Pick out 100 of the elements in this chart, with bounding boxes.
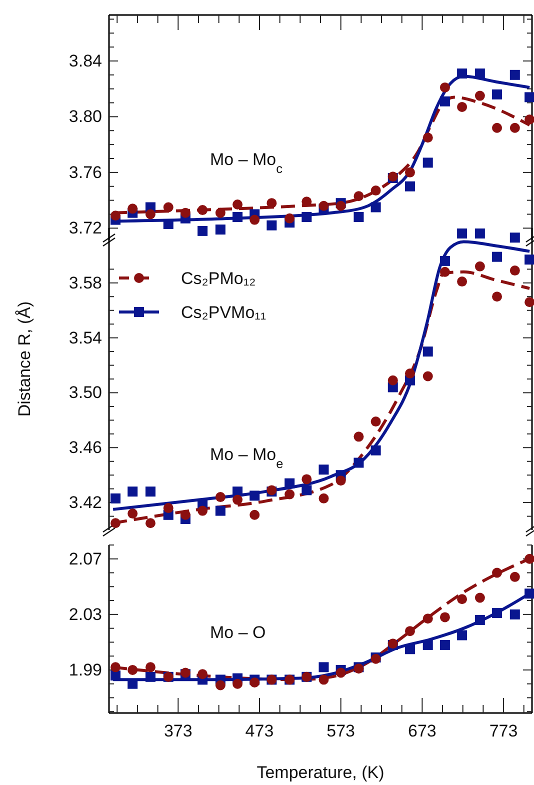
point xyxy=(318,200,329,211)
point xyxy=(215,506,226,516)
point xyxy=(198,205,208,216)
point xyxy=(422,346,433,357)
point xyxy=(318,662,329,672)
point xyxy=(354,458,364,468)
point xyxy=(145,518,156,528)
point xyxy=(128,508,138,519)
point xyxy=(302,485,312,496)
point xyxy=(163,202,174,212)
x-tick-label: 573 xyxy=(326,721,356,740)
point xyxy=(198,506,208,516)
point xyxy=(215,224,226,235)
point xyxy=(266,220,277,230)
point xyxy=(232,199,243,210)
point xyxy=(474,90,485,101)
point xyxy=(422,158,433,168)
y-tick-label: 3.58 xyxy=(68,273,102,292)
point xyxy=(440,82,450,92)
point xyxy=(215,492,226,502)
point xyxy=(492,608,502,618)
point xyxy=(180,510,190,520)
point xyxy=(404,626,415,636)
y-tick-label: 3.80 xyxy=(68,107,102,126)
point xyxy=(110,493,121,504)
point xyxy=(492,292,502,302)
point xyxy=(457,594,468,604)
y-axis-title: Distance R, (Å) xyxy=(15,301,34,417)
point xyxy=(370,445,381,456)
point xyxy=(198,226,208,236)
point xyxy=(440,256,450,266)
point xyxy=(524,554,534,564)
point xyxy=(250,490,260,501)
y-tick-label: 2.07 xyxy=(68,549,102,568)
point xyxy=(336,200,346,211)
point xyxy=(510,122,520,133)
point xyxy=(474,592,485,603)
point xyxy=(404,368,415,379)
point xyxy=(163,218,174,229)
point xyxy=(198,669,208,680)
legend-label: Cs₂PVMo₁₁ xyxy=(181,303,266,322)
point xyxy=(404,167,415,178)
point xyxy=(474,614,485,625)
point xyxy=(110,670,121,681)
point xyxy=(318,493,329,504)
point xyxy=(232,486,243,497)
point xyxy=(284,213,295,224)
legend-label: Cs₂PMo₁₂ xyxy=(181,269,256,288)
annotation: Mo – Mo$_{c}$ xyxy=(210,150,284,176)
point xyxy=(318,464,329,475)
point xyxy=(354,432,364,442)
y-tick-label: 3.76 xyxy=(68,162,102,182)
point xyxy=(440,96,450,106)
point xyxy=(370,416,381,427)
point xyxy=(232,678,243,689)
point xyxy=(302,474,312,484)
point xyxy=(302,196,312,207)
point xyxy=(524,254,534,265)
point xyxy=(457,228,468,238)
point xyxy=(457,630,468,640)
point xyxy=(440,266,450,277)
point xyxy=(370,186,381,196)
point xyxy=(250,677,260,688)
point xyxy=(336,476,346,486)
y-tick-label: 3.54 xyxy=(68,328,102,348)
point xyxy=(474,261,485,272)
point xyxy=(422,614,433,624)
y-tick-label: 3.46 xyxy=(68,438,102,458)
point xyxy=(422,640,433,650)
point xyxy=(524,114,534,124)
point xyxy=(524,92,534,102)
point xyxy=(440,612,450,622)
point xyxy=(318,674,329,685)
point xyxy=(440,640,450,650)
point xyxy=(510,572,520,582)
point xyxy=(510,609,520,620)
annotation: Mo – Mo$_{e}$ xyxy=(210,445,284,470)
x-tick-label: 773 xyxy=(489,721,518,740)
point xyxy=(422,371,433,382)
point xyxy=(492,89,502,100)
point xyxy=(510,232,520,243)
point xyxy=(284,489,295,500)
point xyxy=(457,276,468,287)
point xyxy=(232,494,243,505)
point xyxy=(474,228,485,238)
point xyxy=(457,102,468,112)
point xyxy=(163,503,174,514)
point xyxy=(250,510,260,520)
point xyxy=(145,486,156,497)
point xyxy=(128,664,138,675)
y-tick-label: 3.50 xyxy=(68,383,102,402)
point xyxy=(510,70,520,80)
x-tick-label: 373 xyxy=(164,721,192,740)
point xyxy=(215,680,226,690)
point xyxy=(145,209,156,220)
point xyxy=(404,644,415,654)
point xyxy=(284,478,295,488)
x-axis-title: Temperature, (K) xyxy=(256,763,384,782)
point xyxy=(354,191,364,202)
point xyxy=(266,198,277,208)
